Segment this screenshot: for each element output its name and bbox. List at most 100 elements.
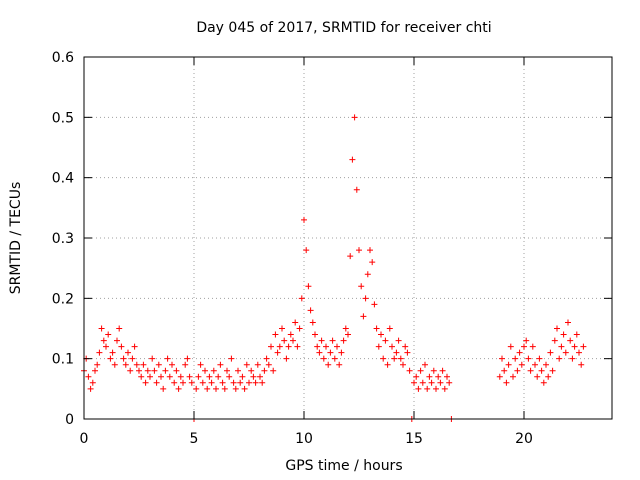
data-point bbox=[380, 355, 387, 362]
data-point bbox=[87, 385, 94, 392]
data-point bbox=[268, 343, 274, 350]
data-point bbox=[263, 355, 270, 362]
data-point bbox=[446, 379, 453, 386]
data-point bbox=[422, 361, 428, 368]
data-point bbox=[303, 247, 310, 254]
x-tick-label: 15 bbox=[405, 431, 423, 447]
data-point bbox=[556, 355, 563, 362]
data-point bbox=[571, 343, 578, 350]
data-point bbox=[499, 355, 505, 362]
data-point bbox=[228, 355, 235, 362]
data-points bbox=[81, 114, 587, 422]
data-point bbox=[133, 361, 140, 368]
y-tick-label: 0.2 bbox=[52, 291, 74, 307]
data-point bbox=[400, 361, 406, 368]
x-tick-label: 5 bbox=[190, 431, 199, 447]
data-point bbox=[239, 373, 246, 380]
data-point bbox=[208, 379, 215, 386]
data-point bbox=[221, 385, 228, 392]
data-point bbox=[105, 331, 112, 338]
data-point bbox=[430, 367, 437, 374]
data-point bbox=[213, 385, 219, 392]
data-point bbox=[503, 379, 510, 386]
y-axis-label: SRMTID / TECUs bbox=[8, 182, 24, 295]
data-point bbox=[567, 337, 574, 344]
data-point bbox=[116, 325, 123, 332]
data-point bbox=[525, 355, 532, 362]
data-point bbox=[305, 283, 312, 290]
data-point bbox=[512, 355, 519, 362]
data-point bbox=[281, 337, 288, 344]
data-point bbox=[312, 331, 318, 338]
data-point bbox=[314, 343, 321, 350]
data-point bbox=[444, 373, 450, 380]
data-point bbox=[140, 361, 147, 368]
data-point bbox=[518, 361, 525, 368]
data-point bbox=[241, 385, 248, 392]
data-point bbox=[114, 337, 120, 344]
data-point bbox=[215, 373, 222, 380]
data-point bbox=[378, 331, 384, 338]
data-point bbox=[164, 355, 171, 362]
data-point bbox=[433, 385, 439, 392]
data-point bbox=[210, 367, 217, 374]
data-point bbox=[371, 301, 378, 308]
data-point bbox=[111, 361, 118, 368]
data-point bbox=[248, 367, 255, 374]
data-point bbox=[94, 361, 101, 368]
data-point bbox=[171, 379, 178, 386]
data-point bbox=[96, 349, 103, 356]
data-point bbox=[309, 319, 316, 326]
x-tick-label: 10 bbox=[295, 431, 313, 447]
data-point bbox=[257, 373, 263, 380]
data-point bbox=[323, 343, 329, 350]
data-point bbox=[362, 295, 369, 302]
data-point bbox=[532, 361, 538, 368]
data-point bbox=[338, 349, 345, 356]
data-point bbox=[580, 343, 587, 350]
data-point bbox=[296, 325, 303, 332]
data-point bbox=[353, 186, 360, 193]
data-point bbox=[549, 367, 556, 374]
data-point bbox=[182, 361, 189, 368]
data-point bbox=[261, 367, 268, 374]
data-point bbox=[364, 271, 371, 278]
data-point bbox=[358, 283, 365, 290]
data-point bbox=[230, 379, 237, 386]
data-point bbox=[507, 343, 514, 350]
data-point bbox=[175, 385, 182, 392]
data-point bbox=[439, 367, 446, 374]
data-point bbox=[342, 325, 349, 332]
data-point bbox=[204, 385, 211, 392]
data-point bbox=[107, 355, 114, 362]
data-point bbox=[224, 367, 230, 374]
data-point bbox=[122, 361, 129, 368]
y-tick-label: 0.1 bbox=[52, 352, 74, 368]
data-point bbox=[538, 367, 545, 374]
data-point bbox=[206, 373, 213, 380]
data-point bbox=[270, 367, 277, 374]
data-point bbox=[382, 337, 389, 344]
data-point bbox=[558, 343, 565, 350]
data-point bbox=[131, 343, 138, 350]
data-point bbox=[217, 361, 224, 368]
data-point bbox=[149, 355, 156, 362]
x-tick-label: 0 bbox=[80, 431, 89, 447]
data-point bbox=[404, 349, 411, 356]
data-point bbox=[186, 373, 193, 380]
data-point bbox=[279, 325, 285, 332]
data-point bbox=[98, 325, 105, 332]
data-point bbox=[351, 114, 358, 121]
data-point bbox=[118, 343, 125, 350]
chart-title: Day 045 of 2017, SRMTID for receiver cht… bbox=[196, 20, 491, 36]
data-point bbox=[360, 313, 367, 320]
data-point bbox=[166, 373, 173, 380]
y-tick-label: 0.6 bbox=[52, 50, 74, 66]
data-point bbox=[334, 343, 340, 350]
data-point bbox=[340, 337, 347, 344]
data-point bbox=[298, 295, 305, 302]
data-point bbox=[428, 379, 435, 386]
data-point bbox=[254, 361, 261, 368]
data-point bbox=[250, 373, 257, 380]
y-tick-label: 0.3 bbox=[52, 231, 74, 247]
